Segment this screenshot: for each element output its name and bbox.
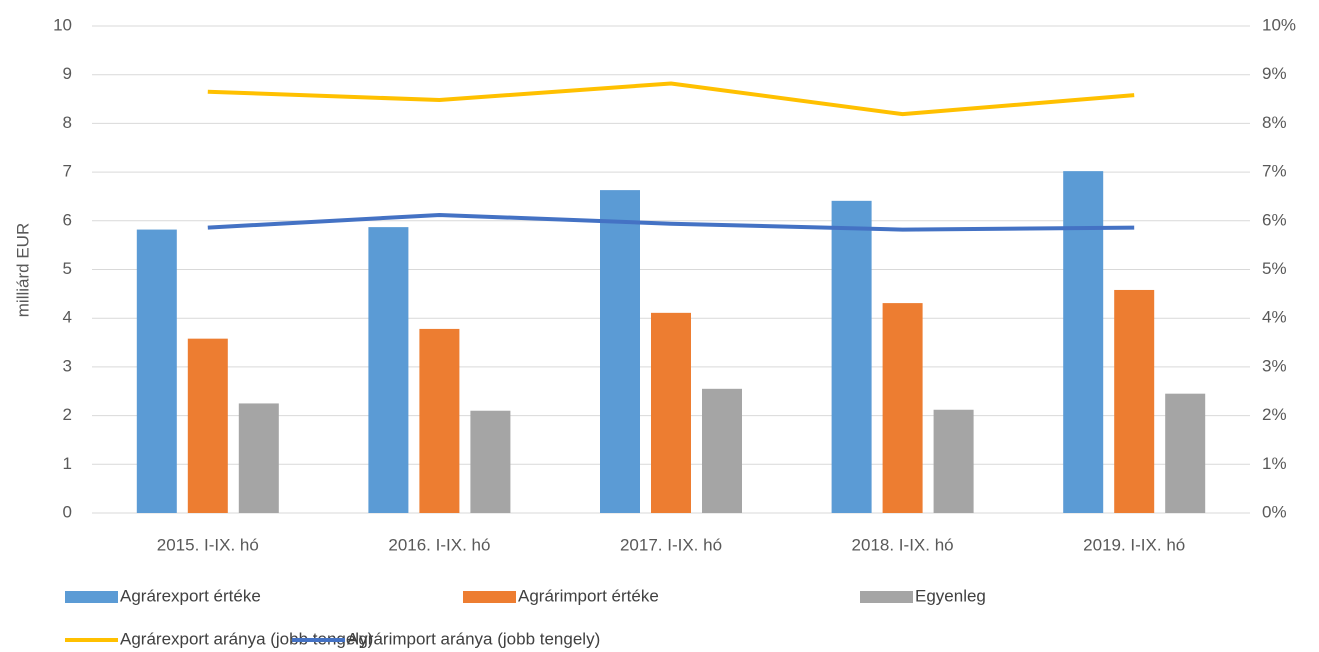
bar xyxy=(651,312,691,513)
y-tick-label: 5 xyxy=(63,259,72,278)
legend-label: Agrárexport aránya (jobb tengely) xyxy=(120,629,373,648)
y-tick-label: 6 xyxy=(63,210,72,229)
legend-swatch xyxy=(65,591,118,603)
y-axis-label: milliárd EUR xyxy=(13,223,32,317)
x-tick-label: 2018. I-IX. hó xyxy=(852,535,954,554)
y-tick-label: 2 xyxy=(63,405,72,424)
y-tick-label: 4 xyxy=(63,308,72,327)
x-tick-label: 2019. I-IX. hó xyxy=(1083,535,1185,554)
legend-swatch xyxy=(860,591,913,603)
y2-tick-label: 3% xyxy=(1262,356,1287,375)
legend-label: Agrárimport aránya (jobb tengely) xyxy=(347,629,600,648)
legend-label: Agrárexport értéke xyxy=(120,586,261,605)
y-tick-label: 8 xyxy=(63,113,72,132)
y-tick-label: 9 xyxy=(63,64,72,83)
bar xyxy=(702,388,742,513)
x-tick-label: 2016. I-IX. hó xyxy=(388,535,490,554)
y-tick-label: 3 xyxy=(63,356,72,375)
line xyxy=(207,81,1135,117)
bar xyxy=(419,328,460,513)
y2-tick-label: 5% xyxy=(1262,259,1287,278)
legend-swatch xyxy=(463,591,516,603)
y2-tick-label: 1% xyxy=(1262,454,1287,473)
bar xyxy=(831,200,872,513)
bar xyxy=(136,229,177,514)
bar xyxy=(238,403,279,513)
y2-tick-label: 2% xyxy=(1262,405,1287,424)
y2-tick-label: 9% xyxy=(1262,64,1287,83)
y-tick-label: 10 xyxy=(53,15,72,34)
legend-label: Agrárimport értéke xyxy=(518,586,659,605)
y-tick-label: 7 xyxy=(63,162,72,181)
y2-tick-label: 7% xyxy=(1262,162,1287,181)
bar xyxy=(933,409,974,513)
bar xyxy=(1114,289,1155,513)
y-tick-label: 0 xyxy=(63,502,72,521)
bar xyxy=(470,410,511,513)
bar xyxy=(1165,393,1206,513)
x-tick-label: 2015. I-IX. hó xyxy=(157,535,259,554)
y2-tick-label: 6% xyxy=(1262,210,1287,229)
y2-tick-label: 4% xyxy=(1262,308,1287,327)
y-tick-label: 1 xyxy=(63,454,72,473)
bar xyxy=(368,227,409,514)
bar xyxy=(882,303,923,513)
y2-tick-label: 10% xyxy=(1262,15,1296,34)
x-tick-label: 2017. I-IX. hó xyxy=(620,535,722,554)
bar xyxy=(1063,171,1104,513)
y2-tick-label: 0% xyxy=(1262,502,1287,521)
bar xyxy=(600,190,640,513)
legend-label: Egyenleg xyxy=(915,586,986,605)
bar xyxy=(187,338,228,513)
y2-tick-label: 8% xyxy=(1262,113,1287,132)
line xyxy=(207,212,1135,232)
